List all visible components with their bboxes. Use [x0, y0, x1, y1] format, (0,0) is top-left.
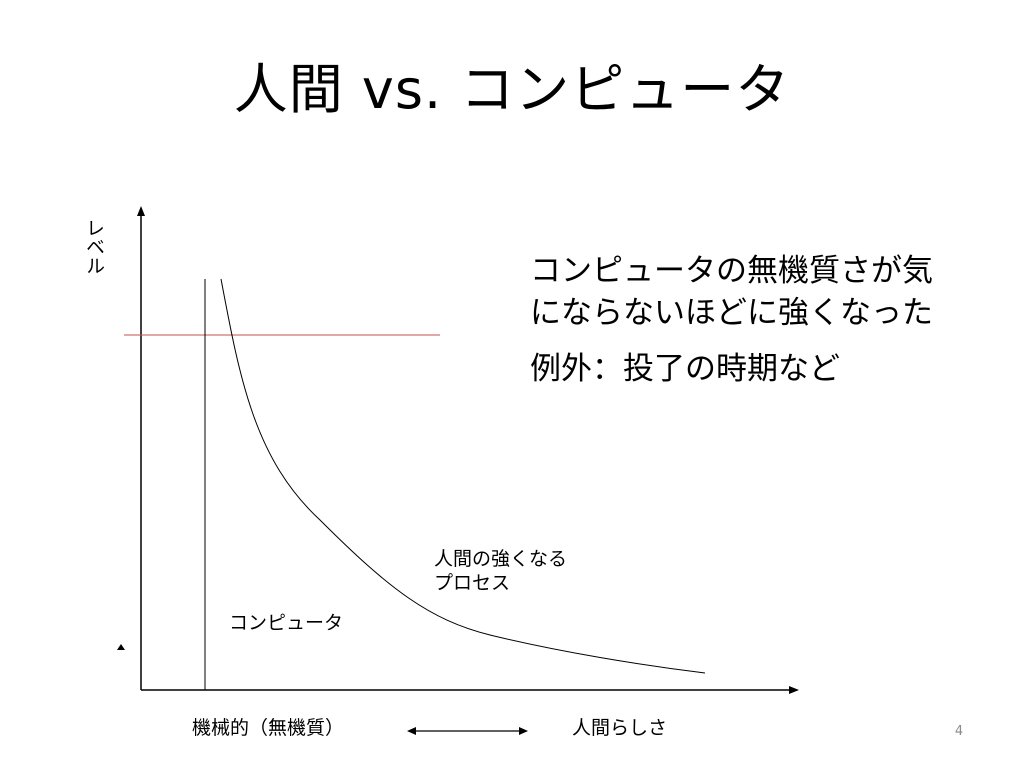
callout-line-2: 例外：投了の時期など [530, 351, 840, 387]
computer-label: コンピュータ [229, 612, 344, 634]
x-axis-right-label: 人間らしさ [572, 717, 668, 739]
curve-label-text: 人間の強くなるプロセス [434, 548, 568, 594]
x-axis-left-label: 機械的（無機質） [192, 717, 345, 739]
slide-title: 人間 vs. コンピュータ [233, 58, 791, 121]
double-arrow-left-head [407, 727, 416, 735]
callout-text: コンピュータの無機質さが気にならないほどに強くなった 例外：投了の時期など [530, 250, 950, 390]
curve-label: 人間の強くなるプロセス [434, 547, 574, 595]
double-arrow-right-head [519, 727, 528, 735]
x-axis-arrowhead [789, 686, 799, 694]
y-axis-arrowhead [137, 206, 145, 216]
page-number: 4 [954, 724, 964, 739]
callout-line-1: コンピュータの無機質さが気にならないほどに強くなった [530, 253, 933, 331]
y-axis-label: レベル [83, 218, 105, 275]
small-marker [117, 644, 125, 650]
human-progress-curve [220, 278, 706, 674]
